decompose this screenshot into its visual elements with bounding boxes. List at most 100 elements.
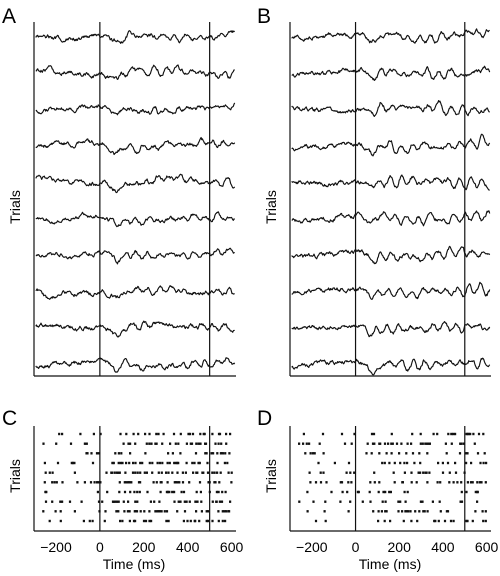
spike-mark — [101, 500, 104, 503]
spike-mark — [452, 432, 455, 436]
spike-mark — [96, 490, 99, 494]
spike-mark — [98, 452, 101, 455]
spike-mark — [119, 519, 122, 523]
spike-mark — [167, 519, 170, 523]
spike-mark — [142, 519, 146, 523]
spike-mark — [399, 461, 402, 465]
spike-mark — [449, 519, 453, 523]
spike-mark — [465, 490, 468, 494]
spike-mark — [173, 461, 176, 465]
spike-mark — [230, 471, 233, 474]
spike-mark — [221, 510, 224, 513]
trial-trace — [291, 100, 490, 117]
spike-mark — [42, 442, 45, 445]
spike-mark — [188, 432, 192, 436]
trial-trace — [35, 247, 235, 265]
spike-mark — [178, 481, 181, 484]
spike-mark — [215, 490, 218, 494]
spike-mark — [174, 481, 177, 484]
spike-mark — [419, 442, 422, 445]
spike-mark — [460, 500, 464, 503]
spike-mark — [61, 432, 64, 436]
spike-mark — [373, 442, 376, 445]
spike-mark — [80, 500, 83, 503]
spike-mark — [400, 442, 403, 445]
spike-mark — [459, 500, 462, 503]
spike-mark — [158, 500, 161, 503]
spike-mark — [454, 432, 457, 436]
spike-mark — [119, 432, 122, 436]
spike-mark — [390, 432, 393, 436]
spike-mark — [177, 500, 180, 503]
spike-mark — [405, 510, 408, 513]
spike-mark — [467, 432, 470, 436]
spike-mark — [405, 452, 408, 455]
spike-mark — [103, 519, 106, 523]
spike-mark — [146, 490, 149, 494]
spike-mark — [173, 500, 176, 503]
spike-mark — [95, 452, 99, 455]
spike-mark — [425, 471, 428, 474]
spike-mark — [194, 519, 197, 523]
trial-trace — [291, 210, 491, 227]
spike-mark — [447, 432, 450, 436]
spike-mark — [460, 442, 463, 445]
spike-mark — [478, 481, 481, 484]
spike-mark — [227, 471, 230, 474]
spike-mark — [97, 481, 100, 484]
spike-mark — [145, 442, 148, 445]
spike-mark — [121, 519, 124, 523]
spike-mark — [378, 481, 381, 484]
spike-mark — [121, 461, 124, 465]
spike-mark — [117, 510, 120, 513]
spike-mark — [113, 471, 116, 474]
spike-mark — [114, 452, 117, 455]
spike-mark — [137, 432, 140, 436]
x-tick-label: 0 — [96, 539, 104, 555]
spike-mark — [410, 442, 413, 445]
spike-mark — [347, 461, 351, 465]
spike-mark — [305, 442, 308, 445]
spike-mark — [190, 442, 194, 445]
spike-mark — [134, 519, 137, 523]
spike-mark — [131, 471, 135, 474]
spike-mark — [470, 461, 473, 465]
spike-mark — [324, 519, 327, 523]
spike-mark — [198, 519, 201, 523]
spike-mark — [43, 481, 46, 484]
spike-mark — [134, 461, 137, 465]
spike-mark — [406, 442, 409, 445]
spike-mark — [414, 510, 417, 513]
spike-mark — [441, 461, 444, 465]
spike-mark — [168, 461, 171, 465]
spike-mark — [213, 471, 216, 474]
spike-mark — [368, 490, 371, 494]
spike-mark — [312, 500, 315, 503]
spike-mark — [171, 452, 174, 455]
spike-mark — [157, 510, 160, 513]
spike-mark — [385, 510, 388, 513]
panel-d-spike-group — [298, 432, 488, 523]
spike-mark — [217, 519, 220, 523]
spike-mark — [439, 481, 442, 484]
spike-mark — [199, 442, 202, 445]
spike-mark — [452, 519, 455, 523]
spike-mark — [426, 510, 429, 513]
spike-mark — [462, 442, 465, 445]
spike-mark — [302, 432, 305, 436]
spike-mark — [117, 471, 120, 474]
spike-mark — [384, 500, 387, 503]
spike-mark — [45, 490, 48, 494]
trial-trace — [35, 320, 235, 338]
spike-mark — [174, 442, 177, 445]
spike-mark — [179, 432, 182, 436]
spike-mark — [161, 461, 164, 465]
spike-mark — [308, 442, 311, 445]
spike-mark — [141, 461, 144, 465]
spike-mark — [192, 471, 195, 474]
spike-mark — [144, 519, 148, 523]
spike-mark — [474, 510, 477, 513]
spike-mark — [155, 432, 158, 436]
spike-mark — [165, 510, 169, 513]
spike-mark — [177, 442, 180, 445]
